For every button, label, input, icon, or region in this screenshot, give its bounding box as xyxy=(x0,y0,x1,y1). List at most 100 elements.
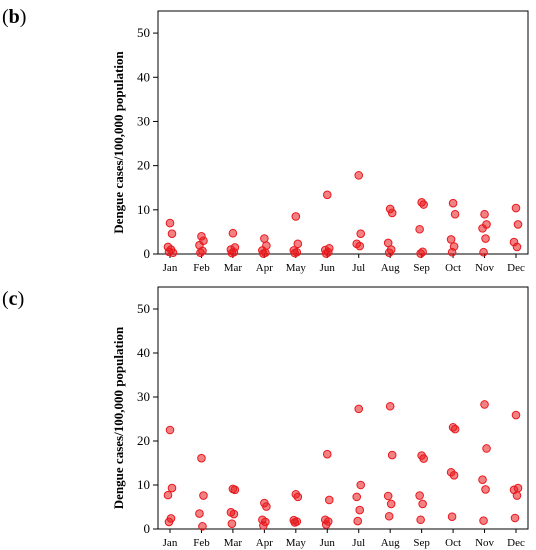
x-tick-label: Nov xyxy=(475,537,494,549)
data-point xyxy=(262,502,271,511)
x-tick-label: Jan xyxy=(163,537,178,549)
y-tick-label: 50 xyxy=(137,301,150,316)
x-tick-label: Nov xyxy=(475,262,494,274)
x-tick-label: Dec xyxy=(507,262,525,274)
data-point xyxy=(387,208,397,218)
data-point xyxy=(447,247,457,257)
data-point xyxy=(481,234,490,243)
x-tick-label: Oct xyxy=(445,262,461,274)
data-point xyxy=(165,425,175,435)
y-tick-label: 30 xyxy=(137,389,150,404)
data-point xyxy=(416,249,425,258)
data-point xyxy=(167,229,177,238)
x-tick-label: Sep xyxy=(413,537,430,549)
data-point xyxy=(324,495,334,505)
data-point xyxy=(480,209,489,219)
data-point xyxy=(165,218,175,228)
data-point xyxy=(415,491,424,500)
data-point xyxy=(290,248,300,258)
data-point xyxy=(355,241,365,251)
data-point xyxy=(198,522,207,531)
data-point xyxy=(446,235,456,244)
data-point xyxy=(447,512,457,521)
data-point xyxy=(383,491,393,501)
data-point xyxy=(386,499,396,509)
data-point xyxy=(511,410,521,420)
y-tick-label: 30 xyxy=(137,113,150,128)
data-point xyxy=(228,228,238,238)
data-point xyxy=(478,224,487,233)
data-point xyxy=(415,224,424,234)
x-tick-label: Feb xyxy=(193,537,210,549)
data-point xyxy=(293,239,303,249)
y-tick-label: 20 xyxy=(137,158,150,173)
data-point xyxy=(479,247,488,257)
data-point xyxy=(293,492,303,502)
data-point xyxy=(227,519,237,529)
y-tick-label: 50 xyxy=(137,25,150,40)
data-point xyxy=(195,509,204,518)
data-point xyxy=(227,248,237,258)
data-point xyxy=(416,515,425,525)
data-point xyxy=(168,248,178,257)
data-point xyxy=(322,190,332,200)
y-tick-label: 40 xyxy=(137,345,150,360)
data-point xyxy=(481,485,490,494)
x-tick-label: Dec xyxy=(507,537,525,549)
data-point xyxy=(321,520,331,529)
data-point xyxy=(478,475,487,485)
data-point xyxy=(385,401,395,411)
data-point xyxy=(513,220,523,229)
x-tick-label: Oct xyxy=(445,537,461,549)
data-point xyxy=(163,490,173,500)
y-tick-label: 0 xyxy=(144,521,151,536)
data-point xyxy=(419,200,428,209)
data-point xyxy=(260,234,269,243)
data-point xyxy=(479,516,488,525)
x-tick-label: Aug xyxy=(381,537,400,549)
y-tick-label: 40 xyxy=(137,69,150,84)
data-point xyxy=(511,203,521,213)
y-axis-label: Dengue cases/100,000 population xyxy=(111,51,126,234)
chart-panel-b: 0 10 20 30 40 50 Jan Feb Mar Apr May Jun Jul Aug Sep Oc… xyxy=(111,10,529,274)
x-tick-label: Jan xyxy=(163,262,178,274)
panel-label-c: (c) xyxy=(2,288,25,310)
data-point xyxy=(356,229,366,238)
data-point xyxy=(353,516,363,526)
y-tick-label: 10 xyxy=(137,202,150,217)
data-point xyxy=(259,249,268,258)
x-tick-label: May xyxy=(286,537,307,549)
x-tick-label: Jul xyxy=(352,537,365,549)
data-point xyxy=(384,248,394,257)
data-point xyxy=(229,509,239,519)
x-tick-label: Apr xyxy=(256,262,273,274)
data-point xyxy=(290,518,300,527)
y-tick-label: 20 xyxy=(137,433,150,448)
data-point xyxy=(448,198,458,208)
y-tick-label: 10 xyxy=(137,477,150,492)
data-point xyxy=(418,499,427,509)
x-tick-label: Jun xyxy=(320,537,336,549)
data-point xyxy=(419,454,428,463)
data-point xyxy=(482,444,491,453)
data-point xyxy=(510,513,520,523)
panel-label-b: (b) xyxy=(2,6,27,28)
data-point xyxy=(480,400,489,409)
x-tick-label: Mar xyxy=(224,262,243,274)
data-point xyxy=(291,212,301,221)
x-tick-label: Mar xyxy=(224,537,243,549)
data-point xyxy=(259,521,268,530)
x-tick-label: Sep xyxy=(413,262,430,274)
data-point xyxy=(450,424,460,434)
data-point xyxy=(322,449,332,459)
data-point xyxy=(197,453,206,463)
data-point xyxy=(230,485,240,495)
data-point xyxy=(354,404,364,414)
y-tick-label: 0 xyxy=(144,246,151,261)
data-point xyxy=(384,511,394,521)
data-point xyxy=(355,505,365,515)
data-point xyxy=(167,483,177,493)
data-point xyxy=(321,249,331,258)
data-point xyxy=(356,480,366,490)
